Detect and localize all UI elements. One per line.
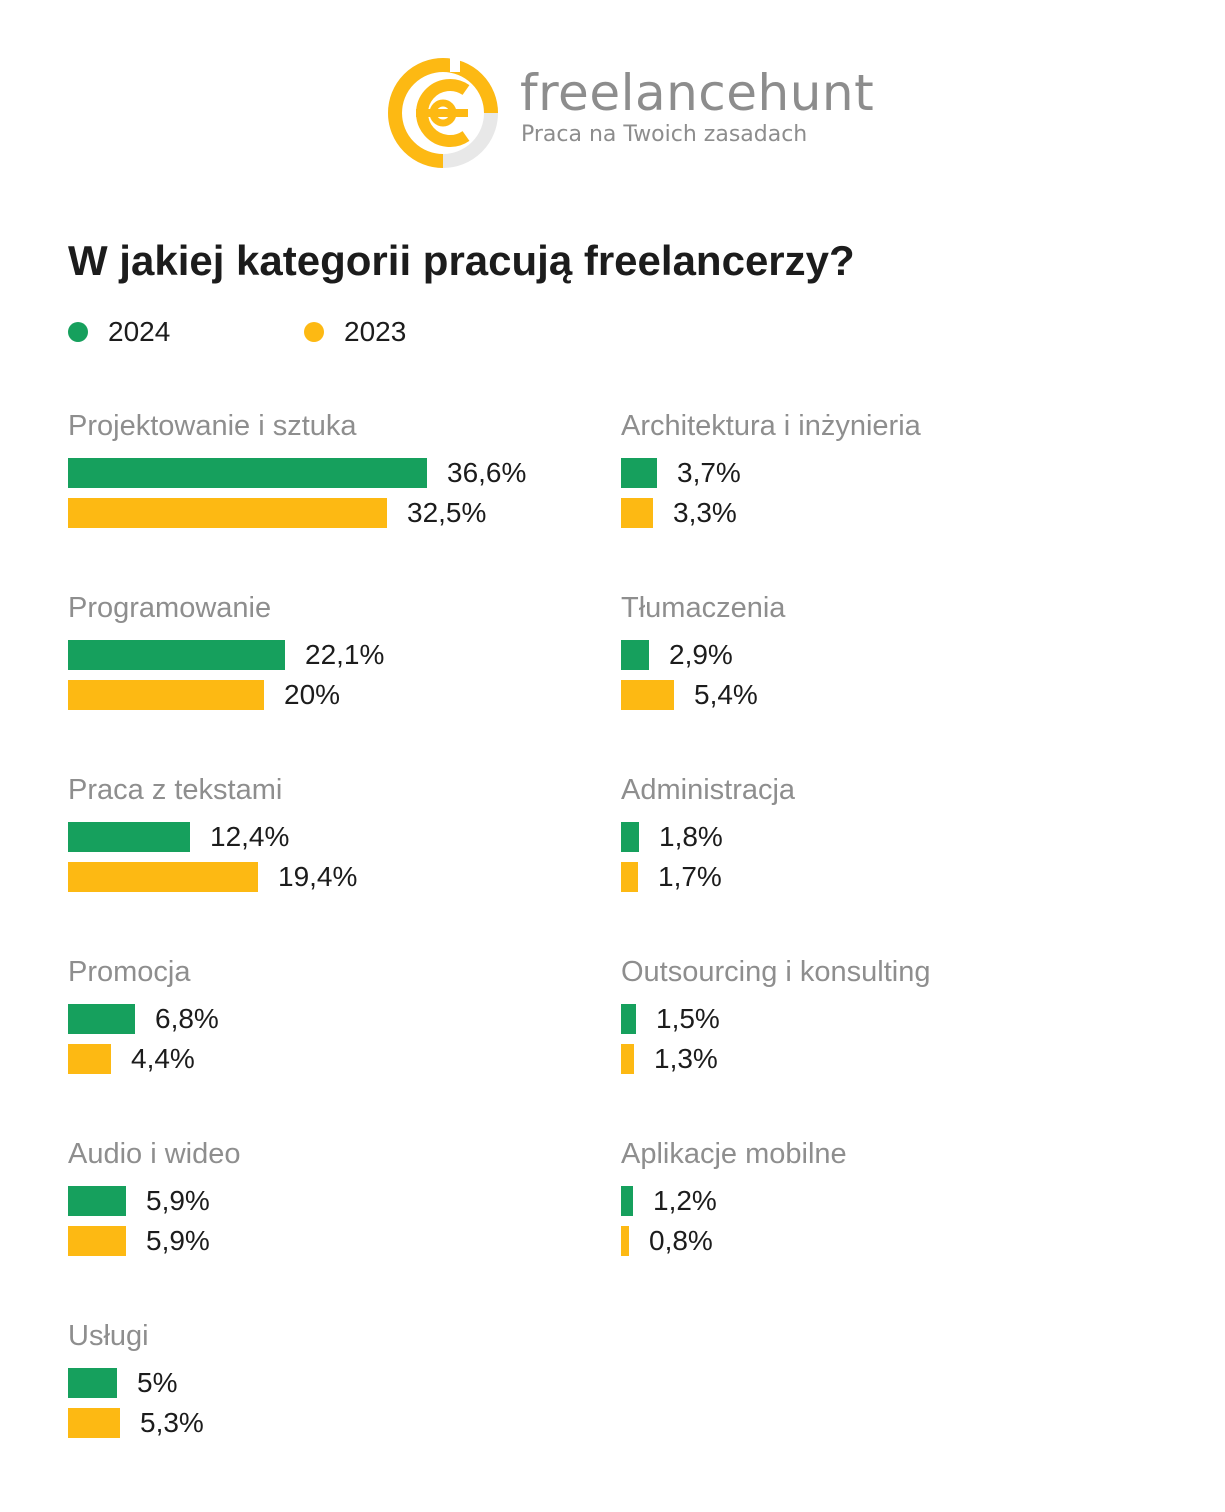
category-8-bar-2023 bbox=[621, 862, 638, 892]
legend-item-2023: 2023 bbox=[304, 316, 406, 348]
category-3-bar-2024 bbox=[68, 1004, 135, 1034]
brand-logo: freelancehunt Praca na Twoich zasadach bbox=[386, 56, 874, 170]
category-0-label: Projektowanie i sztuka bbox=[68, 410, 357, 442]
legend-label-2023: 2023 bbox=[344, 316, 407, 347]
category-8-label: Administracja bbox=[621, 774, 796, 806]
category-9-value-2024: 1,5% bbox=[656, 1003, 720, 1034]
category-3-bar-2023 bbox=[68, 1044, 111, 1074]
category-4-value-2024: 5,9% bbox=[146, 1185, 210, 1216]
category-5-value-2023: 5,3% bbox=[140, 1407, 204, 1438]
category-9-value-2023: 1,3% bbox=[654, 1043, 718, 1074]
category-8-value-2023: 1,7% bbox=[658, 861, 722, 892]
category-3-label: Promocja bbox=[68, 956, 191, 988]
category-4-label: Audio i wideo bbox=[68, 1138, 241, 1170]
category-6-bar-2023 bbox=[621, 498, 653, 528]
category-6-bar-2024 bbox=[621, 458, 657, 488]
category-9-label: Outsourcing i konsulting bbox=[621, 956, 931, 988]
category-1-bar-2024 bbox=[68, 640, 285, 670]
legend-dot-2024 bbox=[68, 322, 88, 342]
category-2-value-2023: 19,4% bbox=[278, 861, 358, 892]
category-10-label: Aplikacje mobilne bbox=[621, 1138, 847, 1170]
category-5-bar-2023 bbox=[68, 1408, 120, 1438]
brand-tagline: Praca na Twoich zasadach bbox=[521, 122, 808, 147]
category-2-bar-2024 bbox=[68, 822, 190, 852]
category-3-value-2023: 4,4% bbox=[131, 1043, 195, 1074]
freelancehunt-logo-icon bbox=[387, 57, 498, 168]
category-0-value-2024: 36,6% bbox=[447, 457, 527, 488]
category-9-bar-2023 bbox=[621, 1044, 634, 1074]
brand-name: freelancehunt bbox=[520, 64, 875, 122]
category-1-label: Programowanie bbox=[68, 592, 272, 624]
category-2-bar-2023 bbox=[68, 862, 258, 892]
category-3-value-2024: 6,8% bbox=[155, 1003, 219, 1034]
category-4-bar-2024 bbox=[68, 1186, 126, 1216]
category-7-label: Tłumaczenia bbox=[621, 592, 786, 624]
category-8-value-2024: 1,8% bbox=[659, 821, 723, 852]
category-10-value-2024: 1,2% bbox=[653, 1185, 717, 1216]
category-7-bar-2023 bbox=[621, 680, 674, 710]
category-0-bar-2024 bbox=[68, 458, 427, 488]
category-1-value-2024: 22,1% bbox=[305, 639, 385, 670]
category-7-value-2023: 5,4% bbox=[694, 679, 758, 710]
category-0-value-2023: 32,5% bbox=[407, 497, 487, 528]
category-10-value-2023: 0,8% bbox=[649, 1225, 713, 1256]
category-4-bar-2023 bbox=[68, 1226, 126, 1256]
category-2-label: Praca z tekstami bbox=[68, 774, 283, 806]
category-6-value-2024: 3,7% bbox=[677, 457, 741, 488]
category-4-value-2023: 5,9% bbox=[146, 1225, 210, 1256]
legend-item-2024: 2024 bbox=[68, 316, 170, 348]
category-5-bar-2024 bbox=[68, 1368, 117, 1398]
category-10-bar-2024 bbox=[621, 1186, 633, 1216]
category-10-bar-2023 bbox=[621, 1226, 629, 1256]
category-5-label: Usługi bbox=[68, 1320, 149, 1352]
category-9-bar-2024 bbox=[621, 1004, 636, 1034]
chart-title: W jakiej kategorii pracują freelancerzy? bbox=[68, 237, 855, 284]
category-1-bar-2023 bbox=[68, 680, 264, 710]
category-2-value-2024: 12,4% bbox=[210, 821, 290, 852]
category-7-bar-2024 bbox=[621, 640, 649, 670]
category-6-label: Architektura i inżynieria bbox=[621, 410, 921, 442]
category-7-value-2024: 2,9% bbox=[669, 639, 733, 670]
category-1-value-2023: 20% bbox=[284, 679, 341, 710]
category-5-value-2024: 5% bbox=[137, 1367, 178, 1398]
category-0-bar-2023 bbox=[68, 498, 387, 528]
category-6-value-2023: 3,3% bbox=[673, 497, 737, 528]
category-8-bar-2024 bbox=[621, 822, 639, 852]
legend-dot-2023 bbox=[304, 322, 324, 342]
legend-label-2024: 2024 bbox=[108, 316, 171, 347]
